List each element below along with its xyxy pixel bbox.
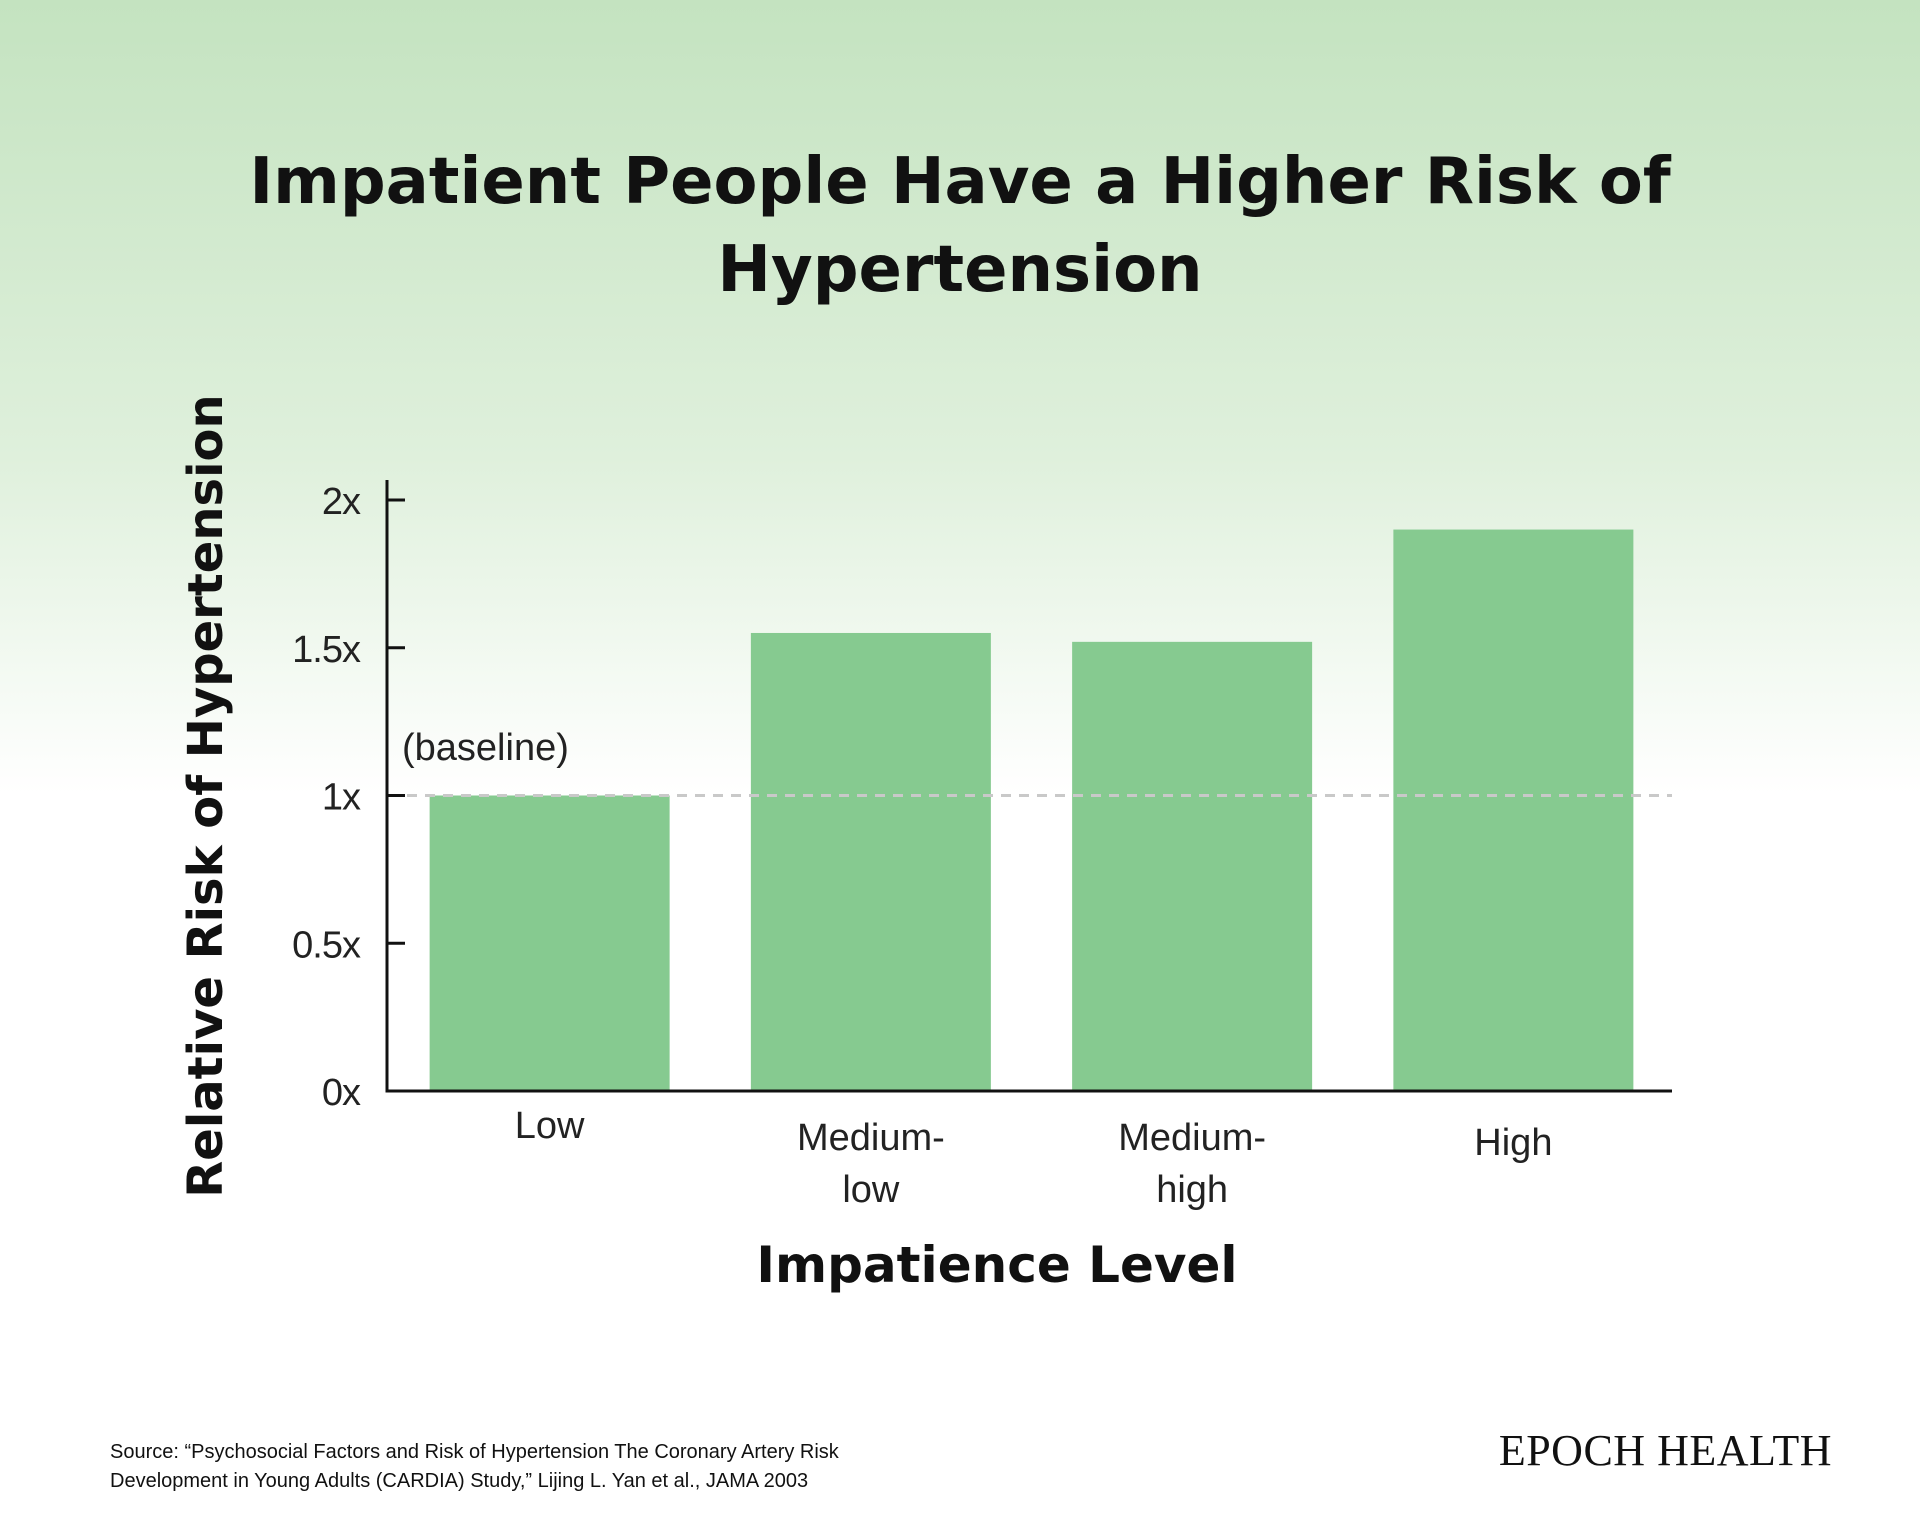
bar [1393,529,1634,1091]
source-line-2: Development in Young Adults (CARDIA) Stu… [110,1470,809,1492]
source-note: Source: “Psychosocial Factors and Risk o… [110,1438,970,1496]
y-axis-title: Relative Risk of Hypertension [178,394,234,1197]
baseline-label: (baseline) [402,727,569,769]
brand-logo: EPOCH HEALTH [1498,1426,1832,1475]
x-axis-title: Impatience Level [756,1236,1237,1294]
x-tick-label: Medium-low [797,1117,945,1211]
x-tick-label: Low [515,1105,585,1147]
x-tick-label: Medium-high [1118,1117,1266,1211]
y-tick-label: 2x [322,481,361,523]
y-tick-label: 0.5x [292,924,361,966]
y-tick-label: 1.5x [292,629,361,671]
y-tick-label: 0x [322,1072,361,1114]
bar [750,632,991,1091]
y-tick-label: 1x [322,777,361,819]
source-line-1: Source: “Psychosocial Factors and Risk o… [110,1441,839,1463]
x-tick-label: High [1474,1122,1552,1164]
bar-chart: Low Medium-low Medium-high High (baseline) 0x… [178,394,1672,1294]
bar [1072,641,1313,1091]
chart-title: Impatient People Have a Higher Risk of H… [249,145,1671,307]
bar [429,795,670,1091]
